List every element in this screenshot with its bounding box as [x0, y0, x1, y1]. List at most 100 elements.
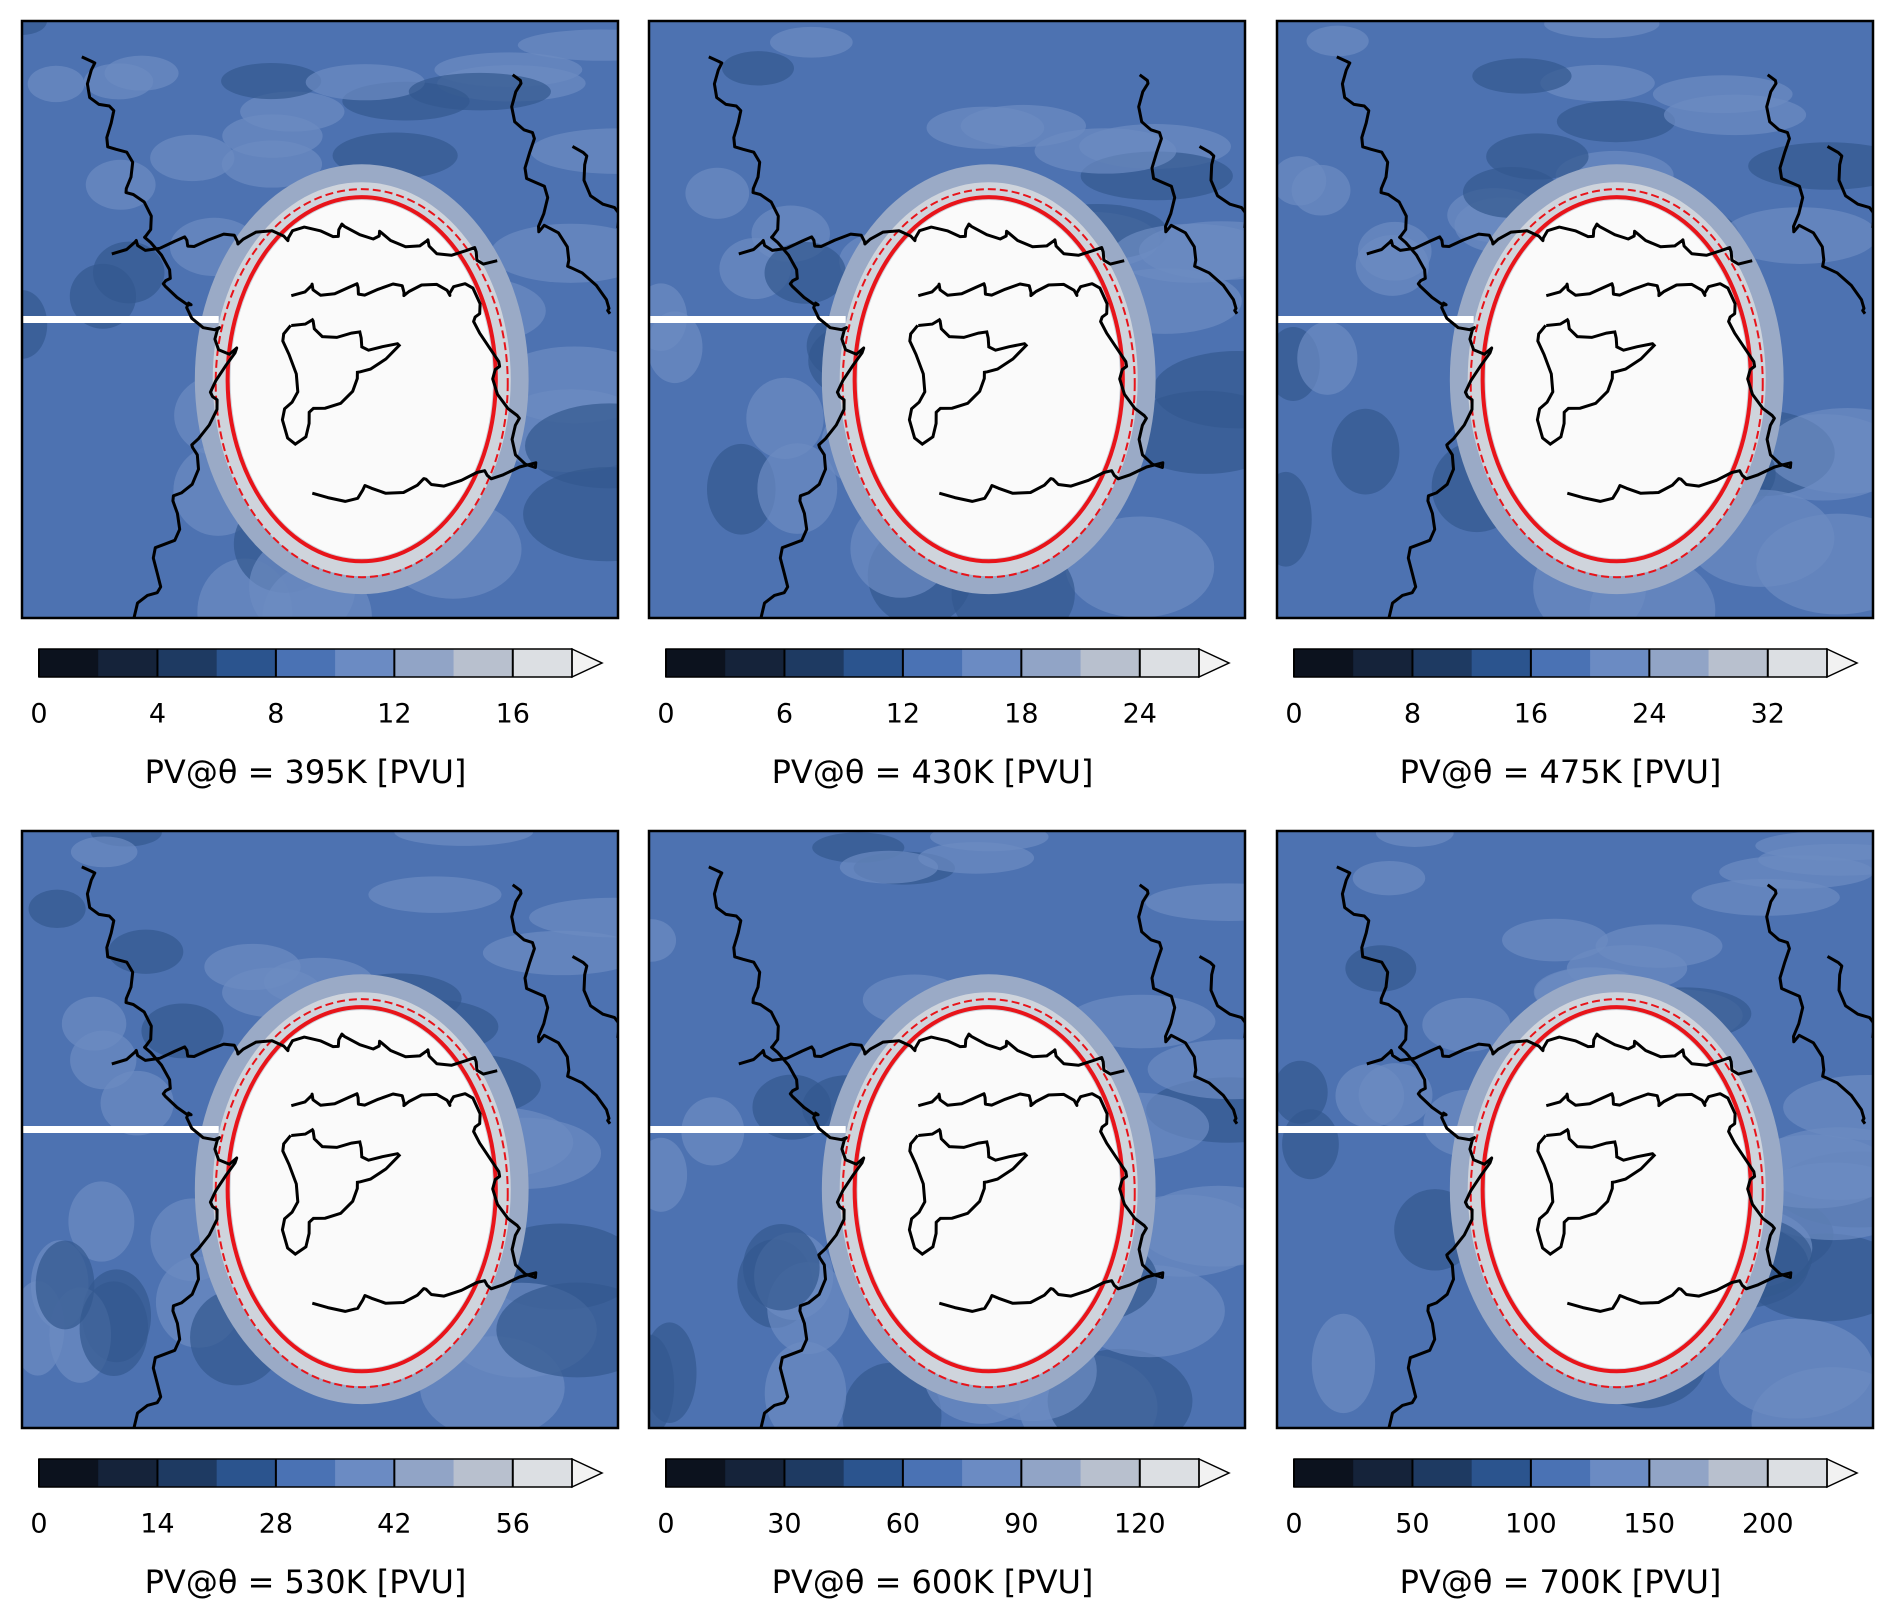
colorbar-segment	[275, 1459, 336, 1487]
coastline	[1545, 1092, 1793, 1313]
pv-contour	[852, 1005, 1125, 1374]
colorbar-tick-label: 14	[140, 1509, 174, 1540]
map-blotch	[1758, 843, 1873, 876]
pv-contour	[214, 998, 509, 1389]
map-frame	[1275, 829, 1875, 1430]
map-blotch	[1297, 321, 1358, 395]
colorbar-segment	[843, 1459, 904, 1487]
colorbar-extension	[571, 1457, 604, 1489]
pv-contour	[841, 188, 1136, 579]
colorbar-extension	[571, 647, 604, 679]
coastline	[1535, 317, 1657, 446]
colorbar-extension	[1198, 1457, 1231, 1489]
colorbar-segment	[1294, 1459, 1354, 1487]
map-frame	[647, 829, 1247, 1430]
map-blotch	[35, 1240, 95, 1330]
pv-contour	[1469, 188, 1764, 579]
vortex-core	[230, 200, 493, 559]
colorbar-label: PV@θ = 600K [PVU]	[772, 1563, 1094, 1601]
coastline	[280, 317, 402, 446]
map-blotch	[27, 65, 85, 103]
colorbar-segment	[1471, 649, 1532, 677]
vortex-core	[857, 200, 1120, 559]
colorbar-segment	[1708, 1459, 1769, 1487]
colorbar-segment	[1590, 649, 1650, 677]
map-blotch	[490, 223, 618, 283]
colorbar-segment	[784, 649, 845, 677]
map-blotch	[930, 831, 1049, 852]
vortex-core	[1485, 200, 1748, 559]
map-blotch	[649, 311, 703, 384]
colorbar-segment	[1080, 649, 1141, 677]
coastline	[917, 282, 1165, 503]
map-blotch	[685, 167, 750, 219]
map-blotch	[28, 889, 86, 929]
colorbar-segment	[275, 649, 336, 677]
colorbar-segment	[98, 649, 158, 677]
map-blotch	[722, 51, 794, 86]
colorbar-tick-label: 30	[767, 1509, 801, 1540]
map-blotch	[1663, 94, 1807, 136]
colorbar-tick-label: 0	[30, 1509, 47, 1540]
map-blotch	[1331, 408, 1400, 495]
map-blotch	[305, 64, 425, 101]
colorbar-tick-label: 56	[496, 1509, 530, 1540]
pv-contour	[841, 998, 1136, 1389]
colorbar-tick-label: 0	[657, 699, 674, 730]
map-blotch	[394, 831, 534, 846]
map-blotch	[1124, 390, 1245, 474]
colorbar-tick-label: 100	[1505, 1509, 1557, 1540]
coastline	[111, 222, 498, 266]
coastline	[280, 1127, 402, 1256]
vortex-core	[1485, 1010, 1748, 1369]
map-blotch	[1345, 945, 1417, 992]
coastline	[81, 865, 239, 1428]
coastline	[510, 73, 612, 315]
map-blotch	[1145, 883, 1245, 921]
colorbar-segment	[216, 1459, 277, 1487]
map-blotch	[79, 1281, 149, 1377]
map-field	[649, 831, 1245, 1428]
colorbar-segment	[1139, 649, 1200, 677]
map-blotch	[22, 290, 48, 359]
map-frame	[20, 829, 620, 1430]
colorbar-tick-label: 8	[267, 699, 284, 730]
colorbar-segment	[962, 649, 1022, 677]
colorbar-tick-label: 28	[259, 1509, 293, 1540]
colorbar-label: PV@θ = 395K [PVU]	[145, 753, 467, 791]
colorbar-label: PV@θ = 430K [PVU]	[772, 753, 1094, 791]
map-blotch	[1544, 21, 1660, 39]
map-blotch	[770, 26, 853, 58]
map-blotch	[525, 403, 618, 489]
coastline	[1765, 73, 1867, 315]
map-blotch	[141, 1003, 224, 1059]
map-blotch	[108, 929, 184, 974]
colorbar-segment	[1353, 1459, 1413, 1487]
map-blotch	[649, 1137, 688, 1212]
coastline	[907, 1127, 1029, 1256]
coastline	[1336, 865, 1494, 1428]
colorbar-segment	[1412, 1459, 1473, 1487]
panel: 0 30 60 90 120 PV@θ = 600K [PVU]	[647, 829, 1247, 1601]
map-blotch	[764, 1341, 847, 1428]
coastline	[1137, 883, 1239, 1125]
colorbar-segment	[335, 1459, 395, 1487]
colorbar-tick-label: 42	[377, 1509, 411, 1540]
coastline	[738, 1032, 1125, 1076]
colorbar-segment	[1590, 1459, 1650, 1487]
map-blotch	[1352, 860, 1426, 896]
colorbar-segment	[666, 649, 726, 677]
colorbar-segment	[725, 649, 785, 677]
colorbar-label: PV@θ = 700K [PVU]	[1400, 1563, 1722, 1601]
panel: 0 14 28 42 56 PV@θ = 530K [PVU]	[20, 829, 620, 1601]
colorbar-segment	[39, 649, 99, 677]
colorbar-segment	[394, 649, 455, 677]
colorbar-segment	[902, 1459, 963, 1487]
colorbar-tick-label: 6	[776, 699, 793, 730]
colorbar-segment	[512, 1459, 573, 1487]
map-blotch	[752, 1074, 832, 1140]
colorbar-tick-label: 12	[886, 699, 920, 730]
colorbar-segment	[1530, 1459, 1591, 1487]
map-blotch	[70, 1030, 137, 1090]
